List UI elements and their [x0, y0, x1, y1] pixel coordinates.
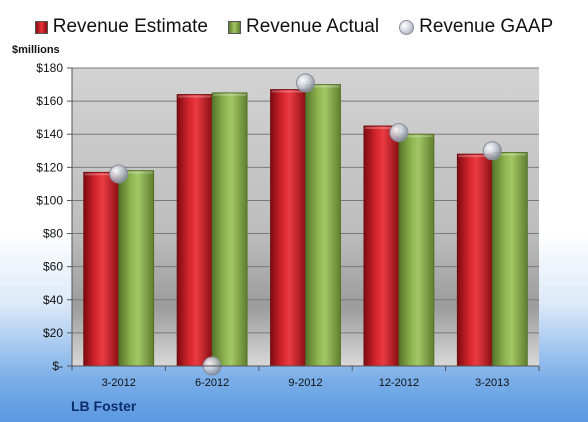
- x-tick-label: 12-2012: [379, 377, 419, 389]
- legend-label-revenue-estimate: Revenue Estimate: [52, 16, 208, 37]
- legend-swatch-revenue-estimate: [34, 20, 48, 34]
- x-tick-label: 9-2012: [288, 377, 322, 389]
- y-tick-label: $-: [52, 359, 63, 373]
- bar-revenue-actual-highlight: [399, 135, 433, 138]
- legend-item-revenue-actual: Revenue Actual: [228, 16, 379, 38]
- legend-swatch-revenue-actual: [228, 20, 241, 34]
- legend-label-revenue-actual: Revenue Actual: [246, 16, 380, 37]
- bar-revenue-actual: [305, 84, 341, 367]
- x-tick-label: 6-2012: [195, 377, 229, 389]
- bar-revenue-estimate: [363, 125, 400, 367]
- y-tick-label: $80: [43, 227, 63, 241]
- company-label: LB Foster: [71, 398, 137, 414]
- bar-revenue-actual-highlight: [306, 85, 340, 88]
- bar-revenue-actual-highlight: [493, 153, 527, 156]
- bar-revenue-estimate-highlight: [458, 155, 492, 158]
- bar-revenue-estimate: [176, 94, 213, 367]
- x-tick-label: 3-2012: [102, 377, 136, 389]
- bar-revenue-actual-highlight: [213, 93, 247, 96]
- bar-revenue-actual: [118, 170, 155, 367]
- bar-revenue-estimate-highlight: [178, 95, 212, 98]
- bar-revenue-estimate: [83, 171, 120, 367]
- y-tick-label: $20: [43, 326, 63, 340]
- y-tick-label: $140: [36, 127, 63, 141]
- gaap-markers: [109, 73, 502, 376]
- y-tick-label: $40: [43, 293, 63, 307]
- bars: [83, 84, 528, 367]
- y-axis-unit-label: $millions: [12, 44, 60, 56]
- marker-revenue-gaap: [389, 123, 409, 143]
- y-tick-label: $100: [36, 193, 63, 207]
- legend: Revenue Estimate Revenue Actual Revenue …: [0, 16, 588, 38]
- bar-revenue-estimate-highlight: [364, 126, 398, 129]
- bar-revenue-estimate-highlight: [84, 173, 118, 176]
- y-tick-label: $160: [36, 94, 63, 108]
- x-tick-label: 3-2013: [475, 377, 509, 389]
- legend-item-revenue-estimate: Revenue Estimate: [34, 16, 208, 38]
- bar-revenue-estimate-highlight: [271, 90, 305, 93]
- bar-revenue-actual: [398, 133, 435, 367]
- bar-revenue-estimate: [270, 89, 306, 367]
- bar-revenue-actual: [491, 152, 528, 367]
- bar-revenue-actual: [211, 92, 248, 367]
- bar-revenue-estimate: [456, 153, 493, 367]
- bar-revenue-actual-highlight: [119, 171, 153, 174]
- axes: $- $20 $40 $60 $80 $100 $120 $140 $160 $180 3-2012…: [36, 61, 540, 389]
- y-tick-label: $120: [36, 160, 63, 174]
- y-tick-label: $60: [43, 260, 63, 274]
- legend-item-revenue-gaap: Revenue GAAP: [399, 16, 553, 38]
- legend-swatch-revenue-gaap: [399, 19, 415, 35]
- y-tick-label: $180: [36, 61, 63, 75]
- marker-revenue-gaap: [109, 164, 129, 184]
- marker-revenue-gaap: [296, 73, 315, 93]
- marker-revenue-gaap: [482, 141, 502, 161]
- legend-label-revenue-gaap: Revenue GAAP: [419, 16, 554, 37]
